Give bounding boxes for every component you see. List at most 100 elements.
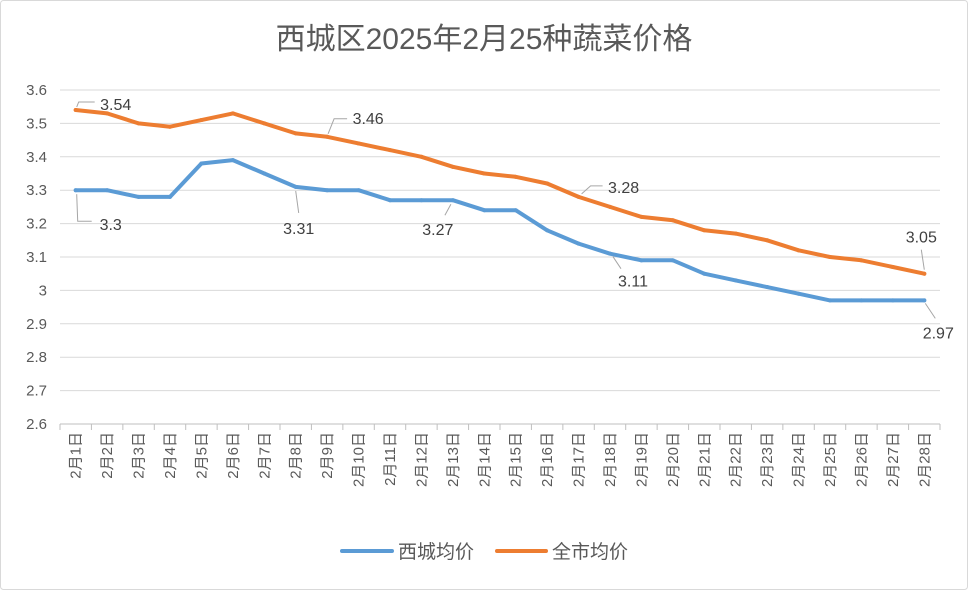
legend-entry-xicheng: 西城均价 <box>340 541 474 563</box>
data-label-leader <box>444 203 452 216</box>
data-point <box>136 121 141 126</box>
x-tick-label: 2月2日 <box>99 432 116 479</box>
data-point <box>828 298 832 303</box>
data-point <box>890 265 895 270</box>
x-tick-label: 2月14日 <box>476 432 493 487</box>
x-tick-label: 2月13日 <box>445 432 462 487</box>
data-label: 3.11 <box>618 274 648 291</box>
data-point <box>356 188 361 193</box>
data-point <box>796 291 801 296</box>
x-tick-label: 2月9日 <box>319 432 336 479</box>
data-point <box>168 124 172 129</box>
data-point <box>105 188 110 193</box>
x-tick-label: 2月10日 <box>351 432 368 487</box>
data-point <box>482 171 487 176</box>
data-point <box>576 194 581 199</box>
data-point <box>545 228 550 233</box>
data-point <box>859 258 864 263</box>
data-point <box>293 131 298 136</box>
data-point <box>325 188 330 193</box>
data-point <box>670 258 675 263</box>
series-line <box>73 158 927 303</box>
data-point <box>199 161 204 166</box>
data-label: 3.28 <box>608 180 639 197</box>
x-tick-label: 2月11日 <box>382 432 399 486</box>
data-point <box>859 298 864 303</box>
data-label: 3.31 <box>283 221 314 238</box>
series-group <box>73 108 927 276</box>
legend-label: 全市均价 <box>552 541 628 563</box>
data-point <box>576 241 581 246</box>
y-tick-label: 3.6 <box>26 82 47 99</box>
data-point <box>828 255 832 259</box>
data-point <box>702 228 707 233</box>
data-point <box>262 121 267 126</box>
data-point <box>796 248 801 253</box>
x-tick-label: 2月21日 <box>696 432 713 487</box>
data-point <box>450 164 455 169</box>
x-tick-label: 2月18日 <box>602 432 619 487</box>
y-tick-label: 3 <box>39 282 47 299</box>
y-tick-label: 2.6 <box>26 416 47 433</box>
x-tick-label: 2月19日 <box>633 432 650 487</box>
x-tick-label: 2月25日 <box>822 432 839 487</box>
x-tick-label: 2月28日 <box>916 432 933 487</box>
data-point <box>608 251 612 256</box>
series-group <box>73 158 927 303</box>
y-tick-label: 3.2 <box>26 216 47 233</box>
data-label-leader <box>612 256 622 269</box>
data-label-leader <box>920 249 925 270</box>
series-line <box>73 108 927 276</box>
data-point <box>419 154 424 159</box>
data-point <box>356 141 361 146</box>
data-point <box>262 171 267 176</box>
data-point <box>670 218 675 223</box>
data-point <box>922 271 927 276</box>
y-tick-label: 3.1 <box>26 249 47 266</box>
data-point <box>702 271 707 276</box>
data-point <box>608 204 612 209</box>
data-point <box>639 214 644 219</box>
data-point <box>388 148 392 153</box>
x-tick-label: 2月16日 <box>539 432 556 487</box>
x-tick-label: 2月15日 <box>508 432 525 487</box>
data-point <box>199 118 204 123</box>
data-point <box>73 108 78 113</box>
data-point <box>545 181 550 186</box>
data-label: 3.27 <box>422 222 453 239</box>
data-label: 2.97 <box>923 325 954 342</box>
x-tick-label: 2月24日 <box>791 432 808 487</box>
data-point <box>922 298 927 303</box>
data-point <box>450 198 455 203</box>
data-point <box>482 208 487 213</box>
x-tick-label: 2月4日 <box>162 432 179 479</box>
data-point <box>639 258 644 263</box>
x-tick-label: 2月17日 <box>571 432 588 487</box>
data-point <box>105 111 110 116</box>
y-tick-label: 2.7 <box>26 383 47 400</box>
x-tick-label: 2月8日 <box>288 432 305 479</box>
x-tick-label: 2月26日 <box>853 432 870 487</box>
x-tick-label: 2月22日 <box>728 432 745 487</box>
plot-area <box>73 108 927 303</box>
data-point <box>136 194 141 199</box>
data-point <box>765 285 770 290</box>
data-point <box>733 231 738 236</box>
y-tick-label: 3.3 <box>26 182 47 199</box>
data-label: 3.54 <box>100 97 131 114</box>
x-axis: 2月1日 2月2日 2月3日 2月4日 2月5日 2月6日 2月7日 2月8日 2月9日 2月10… <box>59 423 941 487</box>
x-tick-label: 2月20日 <box>665 432 682 487</box>
data-point <box>513 174 518 179</box>
data-point <box>293 184 298 189</box>
data-point <box>73 188 78 193</box>
data-point <box>230 111 235 116</box>
data-label-leader <box>924 303 936 319</box>
data-point <box>168 194 172 199</box>
y-tick-label: 2.9 <box>26 316 47 333</box>
data-label-leader <box>327 118 348 134</box>
data-label: 3.05 <box>906 230 937 247</box>
data-labels: 3.3 3.31 3.27 3.11 2.97 3.54 3.46 3.28 3.05 <box>76 97 954 342</box>
legend-label: 西城均价 <box>398 541 474 563</box>
